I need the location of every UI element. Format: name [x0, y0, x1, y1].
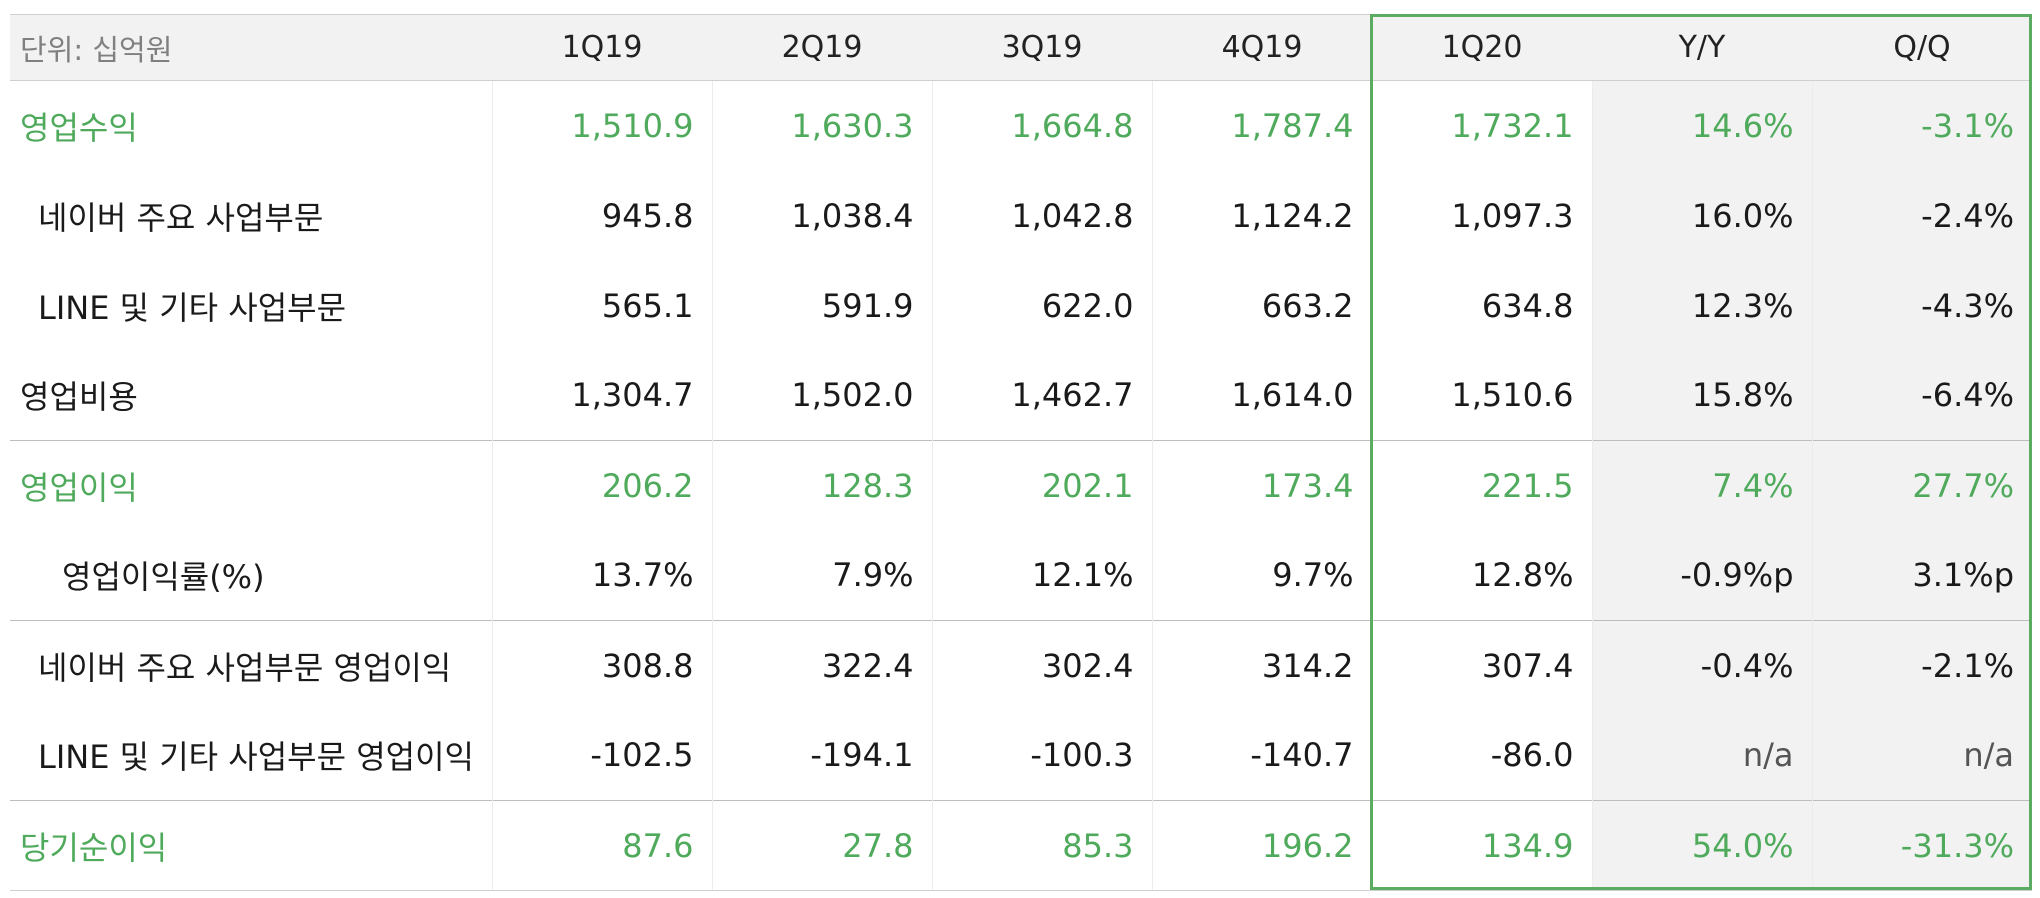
table-cell: -86.0 — [1371, 710, 1592, 801]
column-header-yoy: Y/Y — [1592, 14, 1812, 81]
table-cell: 1,732.1 — [1371, 80, 1592, 171]
table-cell: 322.4 — [711, 620, 932, 711]
unit-label: 단위: 십억원 — [10, 14, 492, 81]
row-label: 영업수익 — [20, 108, 138, 147]
table-cell: -102.5 — [491, 710, 712, 801]
table-cell: 16.0% — [1591, 170, 1812, 261]
table-cell: 12.3% — [1591, 260, 1812, 351]
table-row-naver-core-profit: 네이버 주요 사업부문 영업이익 308.8 322.4 302.4 314.2… — [10, 620, 2032, 711]
column-header-3q19: 3Q19 — [932, 14, 1152, 81]
table-cell: 1,502.0 — [711, 350, 932, 441]
row-label: LINE 및 기타 사업부문 영업이익 — [38, 738, 474, 777]
table-cell: 634.8 — [1371, 260, 1592, 351]
table-cell: 14.6% — [1591, 80, 1812, 171]
table-cell: 1,614.0 — [1151, 350, 1372, 441]
table-cell: -0.9%p — [1591, 530, 1812, 621]
row-label: 당기순이익 — [10, 800, 492, 891]
table-cell: 1,787.4 — [1151, 80, 1372, 171]
table-cell: 1,042.8 — [931, 170, 1152, 261]
table-cell: 206.2 — [491, 440, 712, 531]
table-cell: -31.3% — [1811, 800, 2032, 891]
table-cell: -3.1% — [1811, 80, 2032, 171]
table-cell: 3.1%p — [1811, 530, 2032, 621]
table-cell: 1,462.7 — [931, 350, 1152, 441]
table-cell: 134.9 — [1371, 800, 1592, 891]
table-cell: 622.0 — [931, 260, 1152, 351]
table-row-line-other-profit: LINE 및 기타 사업부문 영업이익 -102.5 -194.1 -100.3… — [10, 710, 2032, 801]
table-cell: 1,510.9 — [491, 80, 712, 171]
table-cell: 663.2 — [1151, 260, 1372, 351]
table-row-operating-profit: 영업이익 206.2 128.3 202.1 173.4 221.5 7.4% … — [10, 440, 2032, 531]
table-row-operating-revenue: 영업수익 1,510.9 1,630.3 1,664.8 1,787.4 1,7… — [10, 80, 2032, 171]
table-cell: 308.8 — [491, 620, 712, 711]
table-cell: 15.8% — [1591, 350, 1812, 441]
column-header-1q20: 1Q20 — [1372, 14, 1592, 81]
table-cell: 1,510.6 — [1371, 350, 1592, 441]
table-cell: 1,097.3 — [1371, 170, 1592, 261]
table-cell: 128.3 — [711, 440, 932, 531]
table-cell: 202.1 — [931, 440, 1152, 531]
table-cell: 1,304.7 — [491, 350, 712, 441]
table-cell: 565.1 — [491, 260, 712, 351]
column-header-4q19: 4Q19 — [1152, 14, 1372, 81]
table-cell: 1,124.2 — [1151, 170, 1372, 261]
table-row-naver-core: 네이버 주요 사업부문 945.8 1,038.4 1,042.8 1,124.… — [10, 170, 2032, 261]
table-cell: 27.7% — [1811, 440, 2032, 531]
table-cell: 302.4 — [931, 620, 1152, 711]
table-cell: 221.5 — [1371, 440, 1592, 531]
table-cell: 27.8 — [711, 800, 932, 891]
table-cell: 945.8 — [491, 170, 712, 261]
table-cell: 307.4 — [1371, 620, 1592, 711]
table-cell: -2.4% — [1811, 170, 2032, 261]
row-label: 영업비용 — [20, 378, 138, 417]
table-cell: -0.4% — [1591, 620, 1812, 711]
table-cell: n/a — [1591, 710, 1812, 801]
table-cell: 7.9% — [711, 530, 932, 621]
table-row-operating-margin: 영업이익률(%) 13.7% 7.9% 12.1% 9.7% 12.8% -0.… — [10, 530, 2032, 621]
column-header-qoq: Q/Q — [1812, 14, 2032, 81]
row-label: LINE 및 기타 사업부문 — [38, 288, 347, 327]
column-header-2q19: 2Q19 — [712, 14, 932, 81]
table-cell: -100.3 — [931, 710, 1152, 801]
table-cell: -6.4% — [1811, 350, 2032, 441]
table-cell: 9.7% — [1151, 530, 1372, 621]
table-cell: 1,664.8 — [931, 80, 1152, 171]
row-label: 네이버 주요 사업부문 — [38, 198, 324, 237]
table-cell: 314.2 — [1151, 620, 1372, 711]
table-cell: n/a — [1811, 710, 2032, 801]
table-cell: 591.9 — [711, 260, 932, 351]
header-row: 단위: 십억원 1Q19 2Q19 3Q19 4Q19 1Q20 Y/Y Q/Q — [10, 14, 2032, 81]
table-cell: -4.3% — [1811, 260, 2032, 351]
table-row-net-income: 당기순이익 87.6 27.8 85.3 196.2 134.9 54.0% -… — [10, 800, 2032, 891]
table-cell: -194.1 — [711, 710, 932, 801]
table-cell: 13.7% — [491, 530, 712, 621]
table-cell: 12.8% — [1371, 530, 1592, 621]
row-label: 네이버 주요 사업부문 영업이익 — [10, 620, 492, 711]
table-cell: 1,038.4 — [711, 170, 932, 261]
row-label: 영업이익률(%) — [62, 558, 265, 597]
table-row-line-other: LINE 및 기타 사업부문 565.1 591.9 622.0 663.2 6… — [10, 260, 2032, 351]
table-cell: 173.4 — [1151, 440, 1372, 531]
table-cell: 7.4% — [1591, 440, 1812, 531]
row-label: 영업이익 — [10, 440, 492, 531]
table-cell: -2.1% — [1811, 620, 2032, 711]
table-row-operating-expenses: 영업비용 1,304.7 1,502.0 1,462.7 1,614.0 1,5… — [10, 350, 2032, 441]
table-cell: -140.7 — [1151, 710, 1372, 801]
financial-summary-table: 단위: 십억원 1Q19 2Q19 3Q19 4Q19 1Q20 Y/Y Q/Q… — [10, 14, 2032, 891]
table-cell: 85.3 — [931, 800, 1152, 891]
table-cell: 1,630.3 — [711, 80, 932, 171]
table-cell: 54.0% — [1591, 800, 1812, 891]
table-cell: 196.2 — [1151, 800, 1372, 891]
table-cell: 87.6 — [491, 800, 712, 891]
column-header-1q19: 1Q19 — [492, 14, 712, 81]
table-cell: 12.1% — [931, 530, 1152, 621]
